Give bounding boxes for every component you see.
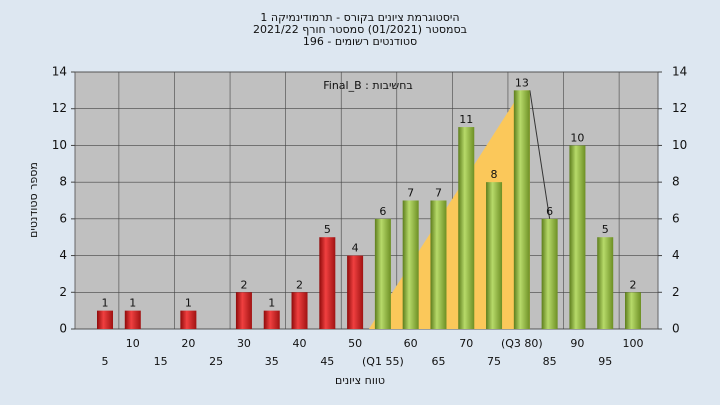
bar [291, 292, 308, 329]
x-tick-label: 15 [154, 355, 168, 368]
y2-tick-label: 6 [672, 211, 680, 225]
x-tick-label: 85 [543, 355, 557, 368]
y-tick-label: 14 [52, 65, 67, 79]
y2-tick-label: 0 [672, 322, 680, 336]
bar [402, 200, 419, 329]
value-label: 5 [602, 223, 609, 236]
y-tick-label: 2 [59, 285, 67, 299]
y-tick-label: 8 [59, 175, 67, 189]
value-label: 8 [491, 168, 498, 181]
x-tick-label: 65 [431, 355, 445, 368]
chart-title: היסטוגרמת ציונים בקורס - תרמודינמיקה 1 [260, 11, 459, 24]
value-label: 2 [296, 278, 303, 291]
bar [319, 237, 336, 329]
x-tick-label: 100 [623, 337, 644, 350]
y-tick-label: 0 [59, 322, 67, 336]
x-tick-label: 60 [404, 337, 418, 350]
y-tick-label: 6 [59, 211, 67, 225]
x-tick-label: 5 [102, 355, 109, 368]
y2-tick-label: 10 [672, 138, 687, 152]
y-tick-label: 4 [59, 248, 67, 262]
value-label: 7 [407, 187, 414, 200]
x-tick-label: 75 [487, 355, 501, 368]
x-tick-label: 40 [293, 337, 307, 350]
x-tick-label: 90 [570, 337, 584, 350]
y2-tick-label: 4 [672, 248, 680, 262]
bar [513, 90, 530, 329]
plot-area [74, 71, 659, 330]
bar [97, 310, 113, 329]
bar [430, 200, 447, 329]
bar [458, 127, 475, 329]
y-tick-label: 12 [52, 101, 67, 115]
x-tick-label: (Q3 80) [501, 337, 543, 350]
bar [263, 310, 280, 329]
x-axis-label: טווח ציונים [335, 374, 385, 387]
chart-title: סטודנטים רשומים - 196 [303, 35, 417, 48]
value-label: 10 [570, 131, 584, 144]
x-tick-label: 25 [209, 355, 223, 368]
y-axis-label: מספר סטודנטים [27, 162, 40, 238]
bar [486, 182, 503, 329]
bar [124, 310, 141, 329]
value-label: 1 [268, 297, 275, 310]
x-tick-label: 50 [348, 337, 362, 350]
y2-tick-label: 8 [672, 175, 680, 189]
x-tick-label: 95 [598, 355, 612, 368]
value-label: 2 [240, 278, 247, 291]
value-label: 6 [546, 205, 553, 218]
value-label: 4 [352, 242, 359, 255]
quartile-line [529, 90, 551, 219]
value-label: 2 [630, 278, 637, 291]
value-label: 11 [459, 113, 473, 126]
value-label: 1 [102, 297, 109, 310]
bar [541, 218, 558, 329]
x-tick-label: 70 [459, 337, 473, 350]
x-tick-label: 45 [320, 355, 334, 368]
value-label: 7 [435, 187, 442, 200]
y2-tick-label: 12 [672, 101, 687, 115]
value-label: 6 [379, 205, 386, 218]
bar [625, 292, 641, 329]
value-label: 5 [324, 223, 331, 236]
bar [597, 237, 614, 329]
bar [347, 255, 364, 329]
x-tick-label: 10 [126, 337, 140, 350]
y2-tick-label: 14 [672, 65, 687, 79]
bar [235, 292, 252, 329]
x-tick-label: 30 [237, 337, 251, 350]
bar [569, 145, 586, 329]
x-tick-label: (Q1 55) [362, 355, 404, 368]
x-tick-label: 35 [265, 355, 279, 368]
x-tick-label: 20 [181, 337, 195, 350]
bar [374, 218, 391, 329]
annotation: Final_B : בחשיבות [323, 79, 413, 92]
y2-tick-label: 2 [672, 285, 680, 299]
y-tick-label: 10 [52, 138, 67, 152]
value-label: 13 [515, 76, 529, 89]
chart-title: בסמסטר (01/2021) סמסטר חורף 2021/22 [253, 23, 467, 36]
value-label: 1 [185, 297, 192, 310]
bar [180, 310, 197, 329]
value-label: 1 [129, 297, 136, 310]
